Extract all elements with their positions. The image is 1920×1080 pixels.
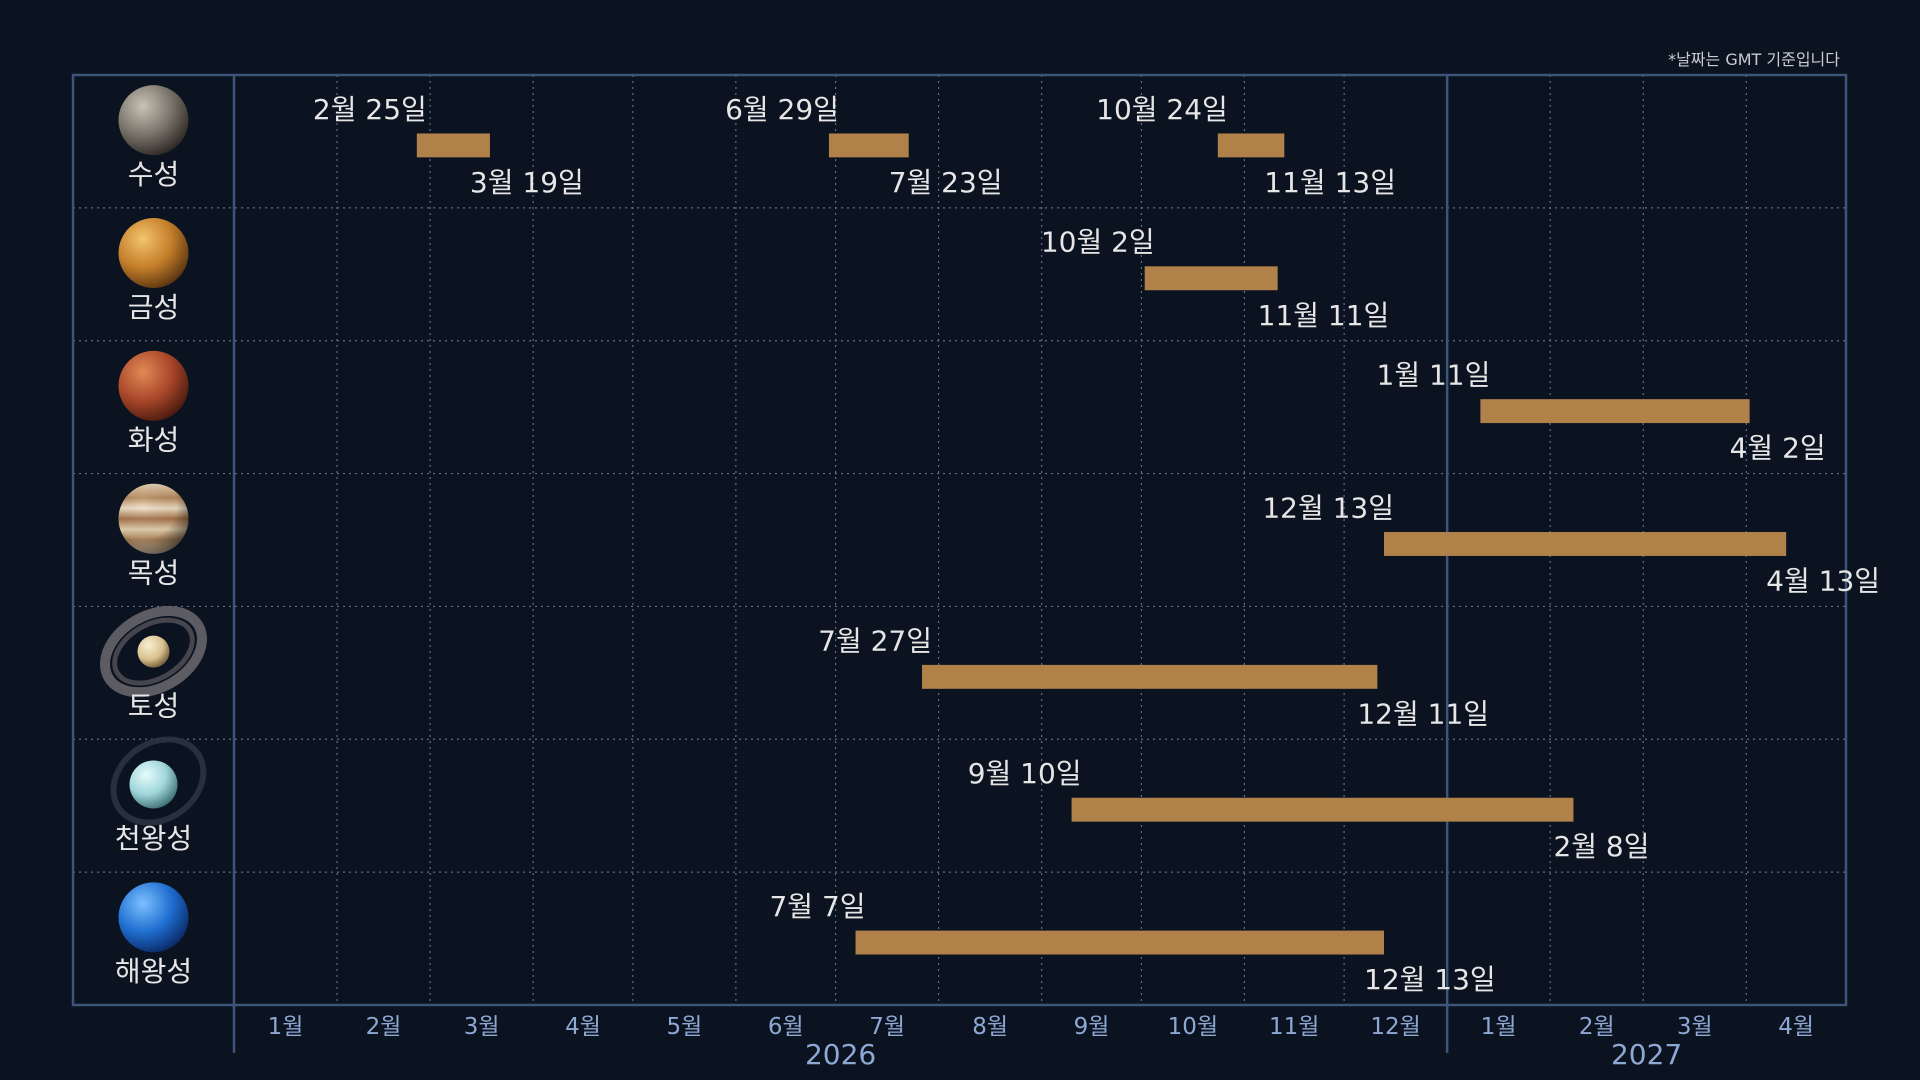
start-date-label: 12월 13일 <box>1262 491 1394 524</box>
month-tick-label: 4월 <box>1778 1014 1814 1040</box>
saturn-ring <box>100 606 207 698</box>
uranus-icon <box>110 736 207 826</box>
start-date-label: 10월 24일 <box>1096 93 1228 126</box>
retrograde-bar <box>855 930 1385 955</box>
month-tick-label: 4월 <box>565 1014 601 1040</box>
retrograde-bar <box>1217 133 1285 158</box>
month-tick-label: 6월 <box>768 1014 804 1040</box>
start-date-label: 7월 7일 <box>769 890 865 923</box>
month-tick-label: 2월 <box>366 1014 402 1040</box>
chart-frame <box>71 73 1848 1007</box>
month-tick-label: 10월 <box>1168 1014 1218 1040</box>
end-date-label: 7월 23일 <box>889 166 1003 199</box>
retrograde-bar <box>922 664 1378 689</box>
start-date-label: 6월 29일 <box>725 93 839 126</box>
planet-name: 천왕성 <box>115 822 192 855</box>
end-date-label: 3월 19일 <box>470 166 584 199</box>
month-tick-label: 1월 <box>1481 1014 1517 1040</box>
retrograde-bar <box>1144 266 1278 291</box>
date-note: *날짜는 GMT 기준입니다 <box>1668 50 1840 69</box>
start-date-label: 7월 27일 <box>818 624 932 657</box>
month-tick-label: 7월 <box>869 1014 905 1040</box>
month-tick-label: 12월 <box>1370 1014 1420 1040</box>
retrograde-bar <box>1071 797 1574 822</box>
planet-name: 수성 <box>128 158 180 191</box>
planet-name: 해왕성 <box>115 955 192 988</box>
neptune-body <box>118 882 189 953</box>
planet-name: 금성 <box>128 291 180 324</box>
end-date-label: 2월 8일 <box>1553 830 1649 863</box>
retrograde-bar <box>828 133 909 158</box>
mars-body <box>118 350 189 421</box>
jupiter-icon <box>118 483 189 554</box>
year-label: 2026 <box>805 1038 876 1071</box>
saturn-body <box>137 635 170 668</box>
retrograde-bar <box>1384 532 1787 556</box>
month-tick-label: 8월 <box>972 1014 1008 1040</box>
start-date-label: 10월 2일 <box>1041 226 1155 259</box>
venus-icon <box>118 218 189 289</box>
end-date-label: 11월 11일 <box>1258 299 1390 332</box>
neptune-icon <box>118 882 189 953</box>
mercury-body <box>118 85 189 156</box>
end-date-label: 11월 13일 <box>1264 166 1396 199</box>
saturn-ring-inner <box>112 617 195 686</box>
mars-icon <box>118 350 189 421</box>
uranus-ring <box>110 736 207 826</box>
venus-body <box>118 218 189 289</box>
retrograde-bar <box>416 133 490 158</box>
month-tick-label: 5월 <box>666 1014 702 1040</box>
end-date-label: 12월 13일 <box>1364 963 1496 996</box>
planet-name: 화성 <box>128 424 180 457</box>
planet-name: 토성 <box>128 689 180 722</box>
start-date-label: 9월 10일 <box>968 757 1082 790</box>
month-tick-label: 11월 <box>1269 1014 1319 1040</box>
uranus-body <box>129 760 178 809</box>
month-tick-label: 1월 <box>268 1014 304 1040</box>
end-date-label: 12월 11일 <box>1357 697 1489 730</box>
start-date-label: 1월 11일 <box>1377 359 1491 392</box>
month-tick-label: 3월 <box>1677 1014 1713 1040</box>
month-tick-label: 3월 <box>464 1014 500 1040</box>
end-date-label: 4월 2일 <box>1730 432 1826 465</box>
month-tick-label: 2월 <box>1579 1014 1615 1040</box>
end-date-label: 4월 13일 <box>1766 564 1880 597</box>
saturn-icon <box>100 606 207 698</box>
planet-name: 목성 <box>128 557 180 590</box>
month-tick-label: 9월 <box>1074 1014 1110 1040</box>
year-label: 2027 <box>1611 1038 1682 1071</box>
jupiter-shade <box>118 483 189 554</box>
retrograde-bar <box>1480 399 1750 424</box>
mercury-icon <box>118 85 189 156</box>
start-date-label: 2월 25일 <box>313 93 427 126</box>
